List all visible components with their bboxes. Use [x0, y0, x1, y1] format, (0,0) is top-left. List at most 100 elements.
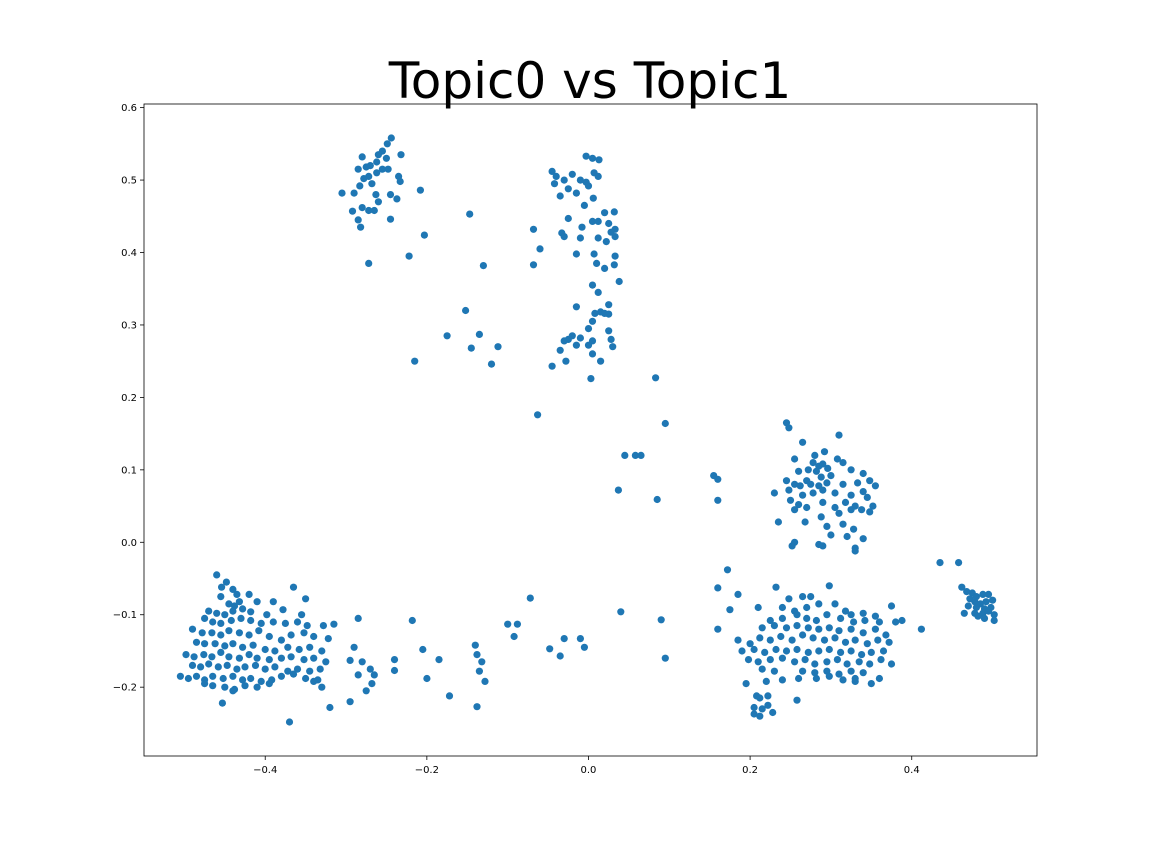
data-point [804, 648, 812, 657]
data-point [556, 192, 564, 200]
data-point [597, 357, 605, 365]
data-point [825, 624, 833, 632]
data-point [851, 547, 859, 555]
data-point [229, 585, 237, 594]
data-point [854, 479, 862, 487]
data-point [487, 360, 496, 368]
data-point [859, 609, 867, 617]
data-point [761, 648, 769, 657]
axes-frame [143, 103, 1038, 757]
data-point [211, 640, 219, 648]
data-point [188, 625, 197, 633]
data-point [578, 223, 586, 231]
data-point [265, 632, 273, 641]
data-point [556, 652, 564, 660]
data-point [799, 593, 807, 601]
data-point [310, 632, 318, 641]
data-point [803, 614, 811, 623]
data-point [285, 718, 294, 726]
data-point [823, 479, 831, 487]
data-point [980, 614, 989, 623]
data-point [235, 629, 243, 637]
data-point [560, 176, 568, 184]
data-point [281, 619, 289, 628]
data-point [229, 640, 237, 648]
data-point [714, 496, 722, 504]
data-point [801, 656, 809, 664]
data-point [746, 640, 754, 648]
data-point [812, 616, 821, 625]
data-point [467, 344, 475, 352]
data-point [756, 694, 764, 702]
data-point [990, 611, 998, 619]
data-point [785, 424, 793, 432]
data-point [269, 598, 277, 606]
data-point [390, 666, 399, 675]
data-point [824, 464, 832, 472]
data-point [972, 603, 981, 612]
data-point [443, 332, 451, 340]
data-point [605, 327, 613, 335]
data-point [817, 473, 825, 481]
data-point [819, 498, 827, 506]
data-point [225, 627, 233, 635]
data-point [874, 636, 882, 644]
data-point [858, 651, 866, 659]
data-point [277, 636, 285, 644]
data-point [809, 489, 817, 497]
data-point [423, 674, 431, 683]
data-point [310, 677, 318, 686]
data-point [548, 362, 556, 370]
data-point [892, 618, 900, 626]
data-point [253, 598, 261, 606]
data-point [774, 518, 783, 526]
y-tick-label: −0.1 [113, 610, 137, 621]
data-point [310, 654, 318, 662]
data-point [859, 469, 867, 478]
data-point [205, 607, 213, 615]
data-point [318, 647, 326, 655]
data-point [841, 498, 850, 506]
data-point [714, 584, 722, 592]
data-point [837, 614, 845, 623]
data-point [833, 455, 842, 463]
data-point [233, 665, 241, 673]
data-point [362, 687, 370, 695]
data-point [839, 676, 847, 684]
data-point [614, 486, 623, 494]
data-point [279, 606, 287, 614]
data-point [772, 645, 780, 654]
data-point [221, 642, 229, 650]
data-point [801, 518, 809, 526]
data-point [408, 616, 416, 625]
data-point [358, 204, 366, 212]
y-tick-label: 0.4 [121, 248, 137, 259]
data-point [823, 522, 831, 531]
data-point [302, 674, 310, 683]
data-point [835, 670, 843, 678]
data-point [390, 656, 399, 664]
data-point [387, 134, 395, 142]
data-point [850, 525, 858, 533]
x-tick-label: −0.2 [415, 765, 439, 776]
data-point [867, 680, 875, 688]
data-point [770, 622, 779, 630]
data-point [475, 667, 483, 675]
data-point [835, 431, 843, 439]
data-point [847, 667, 855, 675]
data-point [610, 208, 618, 216]
data-point [793, 645, 801, 654]
data-point [793, 611, 801, 619]
data-point [572, 250, 581, 258]
data-point [859, 669, 867, 677]
data-point [261, 665, 269, 673]
data-point [300, 656, 308, 664]
data-point [837, 648, 845, 657]
data-point [871, 612, 880, 620]
data-point [534, 411, 542, 419]
data-point [504, 620, 512, 628]
data-point [851, 674, 859, 683]
data-point [875, 618, 884, 626]
data-point [827, 531, 835, 539]
